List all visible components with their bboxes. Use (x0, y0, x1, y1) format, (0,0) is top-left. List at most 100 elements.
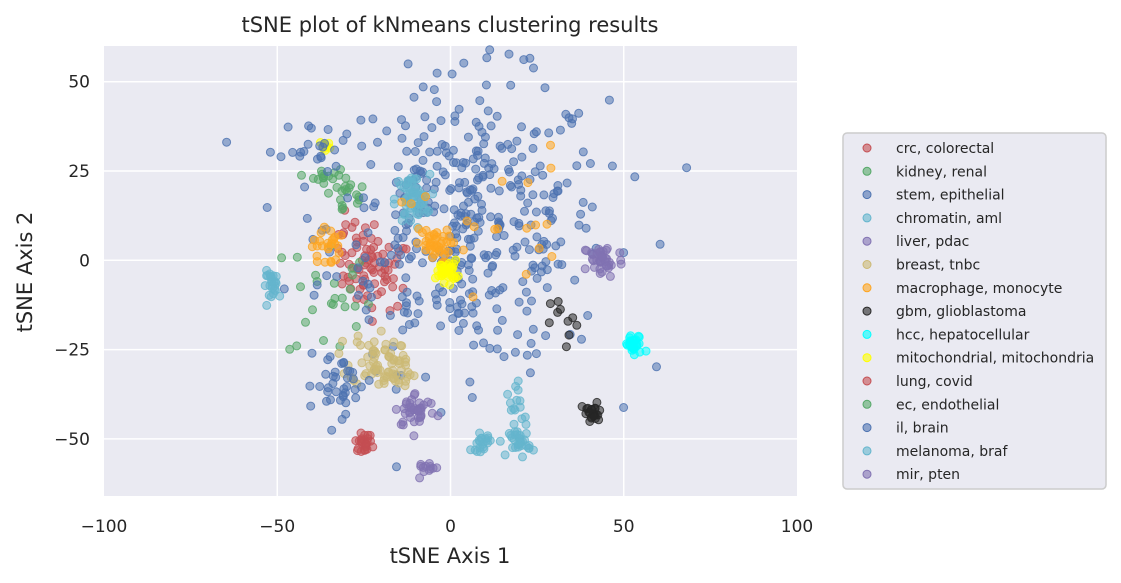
data-point (529, 63, 538, 73)
data-point (577, 334, 586, 344)
data-point (299, 147, 309, 156)
data-point (315, 141, 325, 151)
data-point (520, 206, 529, 216)
data-point (494, 186, 504, 196)
data-point (401, 376, 411, 386)
data-point (309, 290, 319, 300)
data-point (436, 116, 446, 126)
data-point (540, 83, 550, 93)
data-point (431, 177, 441, 187)
data-point (448, 272, 457, 282)
data-point (456, 211, 466, 221)
data-point (421, 372, 431, 382)
data-point (338, 203, 348, 213)
data-point (337, 293, 347, 303)
data-point (306, 123, 316, 133)
series-7 (544, 297, 605, 426)
data-point (413, 138, 423, 148)
data-point (458, 318, 468, 328)
data-point (454, 183, 464, 193)
data-point (419, 400, 429, 410)
data-point (363, 279, 373, 289)
data-point (457, 163, 467, 173)
data-point (398, 233, 408, 242)
data-point (553, 297, 563, 306)
legend-marker (862, 469, 872, 479)
data-point (542, 283, 552, 293)
data-point (493, 325, 503, 335)
data-point (459, 58, 469, 68)
x-tick-labels: −100 −50 0 50 100 (81, 517, 814, 537)
data-point (323, 387, 333, 397)
data-point (285, 344, 295, 354)
data-point (572, 161, 582, 171)
data-point (521, 419, 531, 429)
data-point (368, 114, 378, 124)
data-point (528, 324, 538, 334)
data-point (456, 295, 465, 305)
data-point (319, 336, 328, 345)
data-point (518, 277, 528, 287)
data-point (497, 176, 507, 186)
data-point (483, 106, 493, 116)
data-point (397, 341, 407, 351)
data-point (492, 344, 502, 354)
data-point (448, 314, 458, 324)
data-point (342, 129, 352, 139)
data-point (544, 318, 554, 328)
data-point (557, 260, 567, 270)
data-point (351, 240, 361, 250)
data-point (463, 132, 473, 142)
data-point (458, 245, 468, 255)
data-point (222, 137, 232, 147)
data-point (449, 158, 458, 167)
y-tick-label: −25 (54, 341, 90, 361)
data-point (538, 170, 548, 180)
data-point (385, 310, 395, 320)
data-point (564, 330, 574, 340)
data-point (582, 246, 591, 256)
data-point (615, 248, 625, 258)
y-tick-label: 50 (68, 73, 90, 93)
data-point (513, 385, 523, 395)
data-point (427, 252, 437, 262)
legend-label: chromatin, aml (896, 211, 1002, 227)
data-point (401, 301, 411, 311)
data-point (343, 366, 353, 376)
data-point (454, 104, 464, 114)
data-point (402, 184, 412, 194)
legend-marker (862, 306, 872, 316)
data-point (369, 357, 378, 367)
legend-marker (862, 423, 872, 433)
data-point (479, 139, 489, 149)
legend-marker (862, 399, 872, 409)
data-point (297, 170, 306, 180)
data-point (308, 305, 317, 315)
legend-marker (862, 143, 872, 153)
data-point (383, 265, 393, 275)
data-point (492, 304, 502, 314)
series-10 (351, 428, 378, 456)
data-point (296, 282, 305, 292)
data-point (555, 125, 565, 135)
data-point (397, 133, 407, 143)
data-point (337, 186, 347, 196)
data-point (340, 302, 350, 312)
data-point (406, 216, 416, 226)
data-point (412, 238, 422, 248)
data-point (503, 389, 513, 399)
data-point (486, 212, 496, 222)
y-axis-title: tSNE Axis 2 (13, 212, 37, 333)
data-point (369, 337, 379, 347)
data-point (343, 193, 353, 203)
data-point (265, 147, 275, 157)
data-point (542, 239, 552, 249)
data-point (534, 243, 544, 253)
data-point (479, 158, 489, 168)
data-point (505, 398, 515, 408)
legend-label: melanoma, braf (896, 444, 1008, 460)
data-point (469, 222, 479, 232)
legend-label: breast, tnbc (896, 258, 980, 274)
data-point (373, 137, 382, 147)
legend-label: hcc, hepatocellular (896, 327, 1030, 343)
